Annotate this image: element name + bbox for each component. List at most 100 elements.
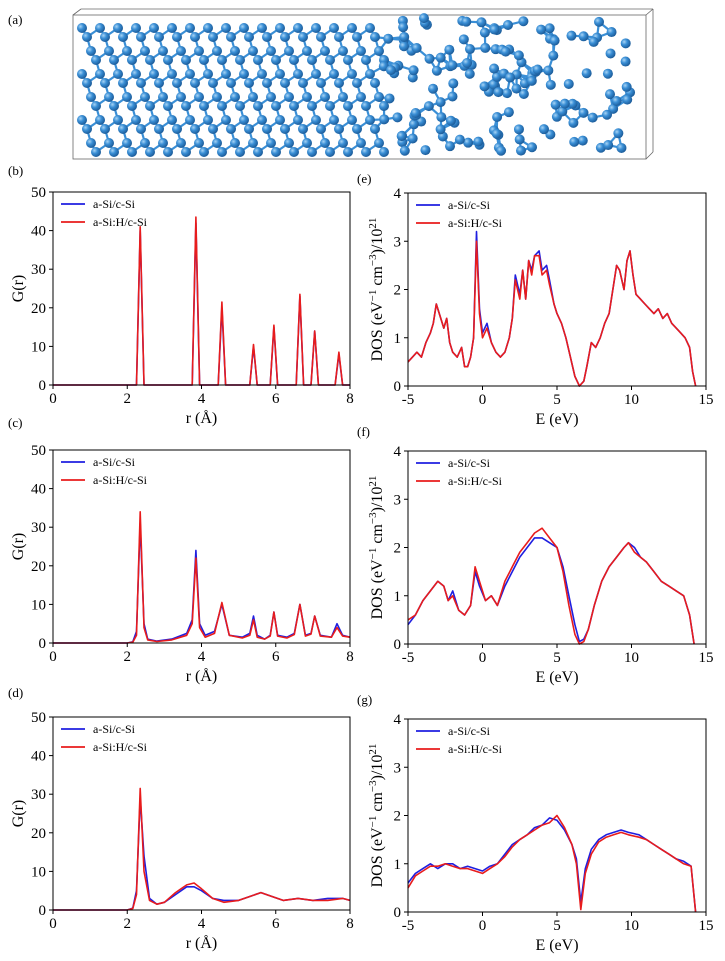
x-tick-label: 0 bbox=[479, 392, 487, 408]
legend-label: a-Si/c-Si bbox=[93, 197, 136, 211]
panel-label-f: (f) bbox=[357, 424, 370, 439]
y-tick-label: 50 bbox=[31, 443, 46, 459]
y-tick-label: 2 bbox=[394, 541, 402, 557]
x-tick-label: 4 bbox=[198, 391, 206, 407]
legend-label: a-Si/c-Si bbox=[93, 722, 136, 736]
x-tick-label: 10 bbox=[624, 392, 639, 408]
legend-label: a-Si/c-Si bbox=[448, 198, 491, 212]
x-axis-label: r (Å) bbox=[186, 409, 218, 427]
panel-label-g: (g) bbox=[357, 692, 373, 707]
y-tick-label: 1 bbox=[394, 331, 402, 347]
series-line-a-si bbox=[407, 230, 697, 387]
x-tick-label: 5 bbox=[553, 392, 561, 408]
y-tick-label: 40 bbox=[31, 482, 46, 498]
y-tick-label: 50 bbox=[31, 710, 46, 726]
x-axis-label: E (eV) bbox=[535, 411, 578, 428]
series-line-a-si-h bbox=[53, 510, 351, 644]
y-axis-label: G(r) bbox=[10, 275, 27, 303]
y-tick-label: 30 bbox=[31, 520, 46, 536]
series-line-a-si bbox=[53, 222, 350, 386]
y-tick-label: 1 bbox=[394, 857, 402, 873]
legend-label: a-Si:H/c-Si bbox=[93, 740, 148, 754]
y-tick-label: 20 bbox=[31, 301, 46, 317]
y-axis-label: G(r) bbox=[10, 800, 27, 828]
panel-label-d: (d) bbox=[8, 685, 24, 700]
x-tick-label: 0 bbox=[49, 916, 57, 932]
y-tick-label: 0 bbox=[39, 636, 47, 652]
x-tick-label: 5 bbox=[553, 918, 561, 934]
x-tick-label: 15 bbox=[699, 918, 714, 934]
x-axis-label: r (Å) bbox=[186, 667, 218, 685]
series-line-a-si bbox=[53, 797, 351, 911]
series-line-a-si-h bbox=[407, 240, 697, 387]
chart-c: 0 2 4 6 8 0 10 20 30 40 50 r (Å) G(r) a-Si/c-Si a-Si:H… bbox=[10, 443, 354, 685]
x-tick-label: 15 bbox=[699, 650, 714, 666]
x-tick-label: 0 bbox=[479, 918, 487, 934]
y-tick-label: 20 bbox=[31, 559, 46, 575]
y-tick-label: 10 bbox=[31, 864, 46, 880]
legend-label: a-Si:H/c-Si bbox=[448, 742, 503, 756]
x-tick-label: 0 bbox=[49, 649, 57, 665]
legend-label: a-Si:H/c-Si bbox=[93, 215, 148, 229]
x-tick-label: 10 bbox=[624, 918, 639, 934]
y-tick-label: 30 bbox=[31, 787, 46, 803]
x-axis-label: r (Å) bbox=[186, 934, 218, 952]
legend-label: a-Si/c-Si bbox=[448, 724, 491, 738]
y-tick-label: 3 bbox=[394, 234, 402, 250]
x-tick-label: 6 bbox=[272, 916, 280, 932]
x-tick-label: -5 bbox=[402, 392, 415, 408]
y-tick-label: 4 bbox=[394, 712, 402, 728]
x-tick-label: 4 bbox=[198, 916, 206, 932]
y-tick-label: 0 bbox=[39, 903, 47, 919]
y-tick-label: 10 bbox=[31, 339, 46, 355]
y-tick-label: 10 bbox=[31, 597, 46, 613]
series-line-a-si-h bbox=[407, 527, 695, 645]
x-tick-label: 2 bbox=[124, 391, 132, 407]
series-line-a-si bbox=[407, 537, 695, 645]
y-tick-label: 4 bbox=[394, 444, 402, 460]
legend-label: a-Si/c-Si bbox=[448, 456, 491, 470]
y-tick-label: 2 bbox=[394, 283, 402, 299]
x-axis-label: E (eV) bbox=[535, 669, 578, 686]
y-tick-label: 0 bbox=[39, 378, 47, 394]
y-tick-label: 0 bbox=[394, 637, 402, 653]
chart-b: 0 2 4 6 8 0 10 20 30 40 50 r (Å) G(r) a-Si/c-Si a-Si:H… bbox=[10, 185, 354, 427]
y-axis-label: DOS (eV−1 cm−3)/1021 bbox=[367, 476, 386, 620]
x-tick-label: 0 bbox=[49, 391, 57, 407]
x-tick-label: 4 bbox=[198, 649, 206, 665]
y-tick-label: 20 bbox=[31, 826, 46, 842]
chart-d: 0 2 4 6 8 0 10 20 30 40 50 r (Å) G(r) a-Si/c-Si a-Si:H… bbox=[10, 710, 354, 952]
panel-label-c: (c) bbox=[8, 415, 23, 430]
y-tick-label: 3 bbox=[394, 492, 402, 508]
y-axis-label: G(r) bbox=[10, 533, 27, 561]
y-tick-label: 1 bbox=[394, 589, 402, 605]
series-line-a-si bbox=[53, 522, 351, 644]
x-tick-label: 2 bbox=[124, 916, 132, 932]
x-tick-label: 8 bbox=[346, 649, 354, 665]
y-tick-label: 40 bbox=[31, 749, 46, 765]
x-tick-label: 8 bbox=[346, 391, 354, 407]
y-tick-label: 0 bbox=[394, 905, 402, 921]
panel-label-e: (e) bbox=[357, 171, 372, 186]
x-tick-label: 15 bbox=[699, 392, 714, 408]
legend-label: a-Si:H/c-Si bbox=[448, 474, 503, 488]
x-tick-label: 10 bbox=[624, 650, 639, 666]
y-tick-label: 50 bbox=[31, 185, 46, 201]
y-axis-label: DOS (eV−1 cm−3)/1021 bbox=[367, 218, 386, 362]
y-tick-label: 3 bbox=[394, 760, 402, 776]
y-tick-label: 0 bbox=[394, 379, 402, 395]
x-tick-label: 0 bbox=[479, 650, 487, 666]
series-line-a-si-h bbox=[407, 814, 697, 913]
y-tick-label: 4 bbox=[394, 186, 402, 202]
y-tick-label: 40 bbox=[31, 224, 46, 240]
y-tick-label: 2 bbox=[394, 809, 402, 825]
x-tick-label: 5 bbox=[553, 650, 561, 666]
series-line-a-si-h bbox=[53, 216, 350, 386]
y-axis-label: DOS (eV−1 cm−3)/1021 bbox=[367, 744, 386, 888]
panel-label-b: (b) bbox=[8, 163, 24, 178]
panel-label-a: (a) bbox=[8, 12, 23, 27]
x-tick-label: 8 bbox=[346, 916, 354, 932]
